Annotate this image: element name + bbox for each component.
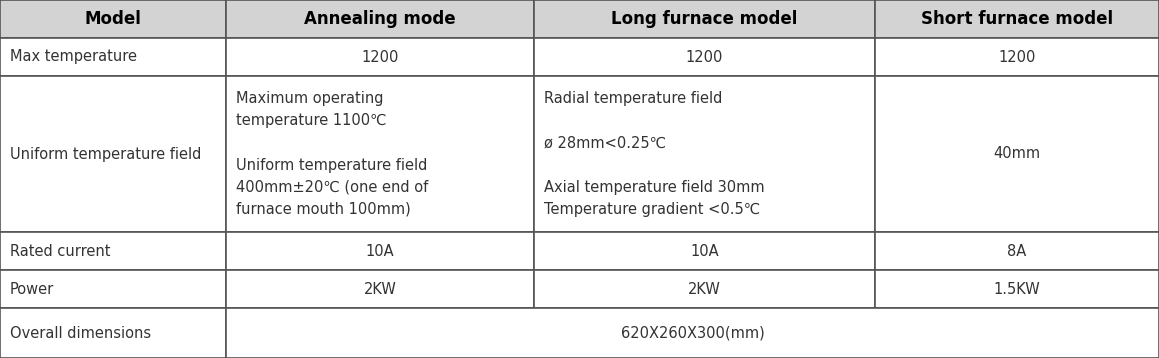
- Bar: [534, 270, 875, 308]
- Bar: [534, 38, 875, 76]
- Text: 8A: 8A: [1007, 243, 1027, 258]
- Text: Power: Power: [10, 281, 54, 296]
- Text: 40mm: 40mm: [993, 146, 1041, 161]
- Text: Max temperature: Max temperature: [10, 49, 137, 64]
- Text: Short furnace model: Short furnace model: [921, 10, 1113, 28]
- Bar: [534, 76, 875, 232]
- Text: 1200: 1200: [686, 49, 723, 64]
- Bar: [0, 270, 226, 308]
- Bar: [0, 0, 226, 38]
- Text: 1.5KW: 1.5KW: [993, 281, 1041, 296]
- Bar: [0, 232, 226, 270]
- Text: 620X260X300(mm): 620X260X300(mm): [620, 325, 765, 340]
- Text: Maximum operating
temperature 1100℃

Uniform temperature field
400mm±20℃ (one en: Maximum operating temperature 1100℃ Unif…: [236, 91, 428, 217]
- Bar: [226, 76, 534, 232]
- Text: Annealing mode: Annealing mode: [304, 10, 455, 28]
- Text: Overall dimensions: Overall dimensions: [10, 325, 151, 340]
- Text: 2KW: 2KW: [364, 281, 396, 296]
- Bar: [534, 232, 875, 270]
- Bar: [226, 0, 534, 38]
- Text: 1200: 1200: [998, 49, 1036, 64]
- Text: 10A: 10A: [691, 243, 719, 258]
- Text: Rated current: Rated current: [10, 243, 110, 258]
- Bar: [226, 38, 534, 76]
- Text: 10A: 10A: [366, 243, 394, 258]
- Bar: [0, 38, 226, 76]
- Bar: [875, 0, 1159, 38]
- Text: Uniform temperature field: Uniform temperature field: [10, 146, 202, 161]
- Text: Radial temperature field

ø 28mm<0.25℃

Axial temperature field 30mm
Temperature: Radial temperature field ø 28mm<0.25℃ Ax…: [544, 91, 765, 217]
- Bar: [0, 76, 226, 232]
- Text: Long furnace model: Long furnace model: [611, 10, 797, 28]
- Text: 1200: 1200: [362, 49, 399, 64]
- Bar: [226, 270, 534, 308]
- Text: 2KW: 2KW: [688, 281, 721, 296]
- Bar: [875, 76, 1159, 232]
- Bar: [0, 308, 226, 358]
- Bar: [534, 0, 875, 38]
- Bar: [226, 232, 534, 270]
- Bar: [875, 232, 1159, 270]
- Text: Model: Model: [85, 10, 141, 28]
- Bar: [226, 308, 1159, 358]
- Bar: [875, 38, 1159, 76]
- Bar: [875, 270, 1159, 308]
